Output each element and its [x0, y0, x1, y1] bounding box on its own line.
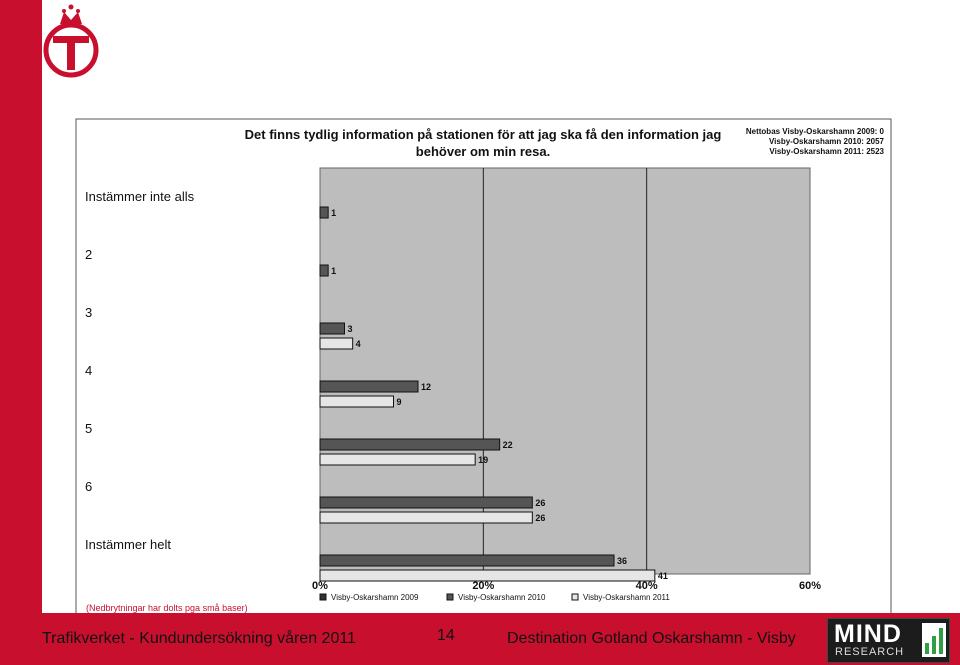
mind-logo-text: MIND	[834, 620, 902, 648]
category-label: 6	[85, 479, 92, 494]
bar	[319, 453, 476, 466]
category-label: 5	[85, 421, 92, 436]
footer-left-text: Trafikverket - Kundundersökning våren 20…	[42, 630, 356, 647]
legend-label: Visby-Oskarshamn 2010	[458, 593, 546, 602]
bar-value-label: 19	[478, 455, 488, 465]
bar	[319, 511, 533, 524]
page-number: 14	[437, 627, 455, 644]
x-tick-label: 20%	[472, 580, 494, 592]
chart-title-line-1: Det finns tydlig information på statione…	[245, 127, 722, 142]
bar-value-label: 9	[397, 397, 402, 407]
legend-swatch	[446, 593, 454, 601]
base-line-0: Nettobas Visby-Oskarshamn 2009: 0	[746, 127, 885, 136]
base-line-1: Visby-Oskarshamn 2010: 2057	[769, 137, 885, 146]
bar-value-label: 36	[617, 556, 627, 566]
bar	[319, 395, 394, 408]
bar	[319, 438, 501, 451]
category-label: Instämmer inte alls	[85, 189, 195, 204]
legend-label: Visby-Oskarshamn 2011	[583, 593, 670, 602]
bar-value-label: 4	[356, 339, 361, 349]
research-logo-text: RESEARCH	[835, 646, 905, 658]
bar-value-label: 26	[535, 498, 545, 508]
bar	[319, 380, 419, 393]
bar-value-label: 3	[348, 324, 353, 334]
trafikverket-crown-logo	[43, 4, 99, 78]
x-tick-label: 60%	[799, 580, 821, 592]
bar	[319, 569, 656, 582]
bar	[319, 206, 329, 219]
x-tick-label: 40%	[636, 580, 658, 592]
bar	[319, 322, 345, 335]
chart-title-line-2: behöver om min resa.	[416, 144, 550, 159]
footer-right-text: Destination Gotland Oskarshamn - Visby	[507, 630, 796, 647]
category-label: 4	[85, 363, 92, 378]
category-label: Instämmer helt	[85, 537, 171, 552]
legend-swatch	[319, 593, 327, 601]
bar	[319, 496, 533, 509]
x-tick-label: 0%	[312, 580, 328, 592]
bar-value-label: 1	[331, 266, 336, 276]
bar-value-label: 22	[503, 440, 513, 450]
bar	[319, 264, 329, 277]
mind-research-logo: MIND RESEARCH	[827, 618, 950, 663]
bar-value-label: 41	[658, 571, 668, 581]
bar	[319, 337, 354, 350]
footer-bar: Trafikverket - Kundundersökning våren 20…	[0, 613, 960, 665]
bar-value-label: 12	[421, 382, 431, 392]
category-label: 2	[85, 247, 92, 262]
left-red-band	[0, 0, 42, 665]
legend-label: Visby-Oskarshamn 2009	[331, 593, 419, 602]
chart-note: (Nedbrytningar har dolts pga små baser)	[86, 603, 248, 613]
base-line-2: Visby-Oskarshamn 2011: 2523	[769, 147, 884, 156]
legend-swatch	[571, 593, 579, 601]
bar-value-label: 1	[331, 208, 336, 218]
bar	[319, 554, 615, 567]
bars-logo-icon	[922, 623, 946, 657]
category-label: 3	[85, 305, 92, 320]
bar-value-label: 26	[535, 513, 545, 523]
